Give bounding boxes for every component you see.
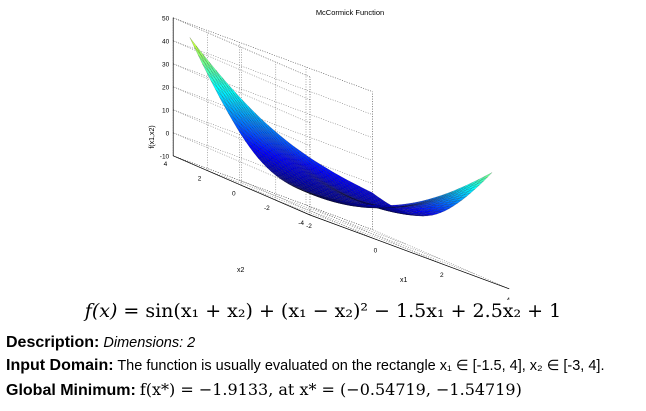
y-tick-label: 4 — [164, 161, 168, 168]
description-line: Description: Dimensions: 2 — [6, 334, 195, 352]
description-value: Dimensions: 2 — [103, 335, 196, 351]
global-minimum-label: Global Minimum: — [6, 382, 136, 399]
description-label: Description: — [6, 334, 100, 351]
grid-line — [173, 63, 373, 138]
y-tick-label: -2 — [264, 205, 270, 212]
surface-facet — [481, 172, 493, 181]
z-tick-label: -10 — [160, 153, 170, 160]
grid-line — [275, 199, 476, 275]
grid-line — [207, 170, 407, 245]
z-tick-label: 0 — [166, 130, 170, 137]
formula-rhs: sin(x₁ + x₂) + (x₁ − x₂)² − 1.5x₁ + 2.5x… — [145, 300, 562, 322]
z-tick-label: 30 — [162, 61, 170, 68]
axis-box — [172, 17, 510, 290]
box-edge — [173, 17, 373, 92]
x-tick-label: 4 — [506, 297, 510, 300]
z-tick-label: 20 — [162, 84, 170, 91]
z-tick-label: 50 — [162, 15, 170, 22]
function-formula: f(x) = sin(x₁ + x₂) + (x₁ − x₂)² − 1.5x₁… — [0, 300, 646, 322]
input-domain-text: The function is usually evaluated on the… — [117, 358, 605, 374]
y-axis-label: x2 — [237, 267, 245, 274]
global-minimum-line: Global Minimum: f(x*) = −1.9133, at x* =… — [6, 380, 522, 400]
grid-line — [173, 86, 373, 161]
surface-facet — [189, 37, 201, 55]
z-axis-label: f(x1,x2) — [149, 125, 156, 148]
x-tick-label: 0 — [374, 248, 378, 255]
y-axis-line — [173, 155, 311, 216]
y-tick-label: 0 — [232, 190, 236, 197]
y-tick-label: 2 — [198, 176, 202, 183]
grid-line — [173, 109, 373, 184]
x-axis-line — [309, 214, 510, 290]
formula-lhs: f(x) = — [84, 300, 146, 322]
grid-line — [173, 132, 373, 207]
x-axis-label: x1 — [400, 277, 408, 284]
grid-line — [173, 40, 373, 115]
x-tick-label: -2 — [306, 223, 312, 230]
z-tick-label: 10 — [162, 107, 170, 114]
grid-line — [241, 185, 441, 260]
box-edge — [173, 155, 373, 230]
input-domain-label: Input Domain: — [6, 357, 114, 374]
chart-title: McCormick Function — [316, 8, 384, 17]
input-domain-line: Input Domain: The function is usually ev… — [6, 357, 604, 375]
x-tick-label: 2 — [440, 272, 444, 279]
global-minimum-value: f(x*) = −1.9133, at x* = (−0.54719, −1.5… — [139, 380, 522, 399]
y-tick-label: -4 — [298, 220, 304, 227]
surface-plot: McCormick Function -1001020304050-2024-4… — [149, 8, 511, 300]
surface-mesh — [189, 37, 493, 217]
z-tick-label: 40 — [162, 38, 170, 45]
